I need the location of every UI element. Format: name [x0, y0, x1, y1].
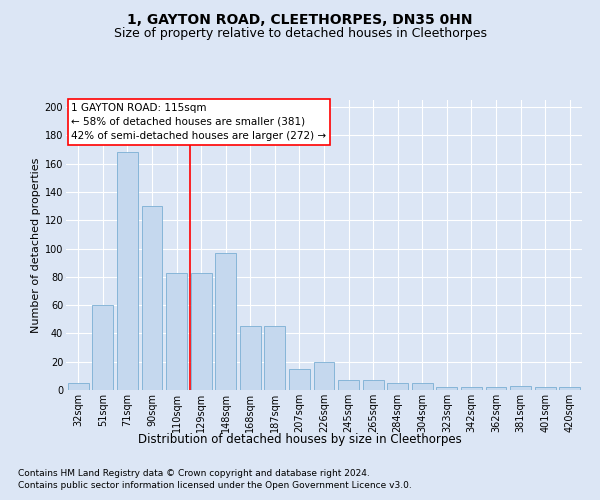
- Bar: [412, 383, 433, 390]
- Bar: [142, 206, 163, 390]
- Text: Size of property relative to detached houses in Cleethorpes: Size of property relative to detached ho…: [113, 28, 487, 40]
- Bar: [314, 362, 334, 390]
- Bar: [92, 305, 113, 390]
- Bar: [338, 380, 359, 390]
- Bar: [191, 272, 212, 390]
- Text: 1, GAYTON ROAD, CLEETHORPES, DN35 0HN: 1, GAYTON ROAD, CLEETHORPES, DN35 0HN: [127, 12, 473, 26]
- Y-axis label: Number of detached properties: Number of detached properties: [31, 158, 41, 332]
- Bar: [559, 387, 580, 390]
- Text: 1 GAYTON ROAD: 115sqm
← 58% of detached houses are smaller (381)
42% of semi-det: 1 GAYTON ROAD: 115sqm ← 58% of detached …: [71, 103, 326, 141]
- Bar: [535, 387, 556, 390]
- Bar: [436, 387, 457, 390]
- Text: Contains HM Land Registry data © Crown copyright and database right 2024.: Contains HM Land Registry data © Crown c…: [18, 469, 370, 478]
- Bar: [510, 386, 531, 390]
- Bar: [215, 253, 236, 390]
- Bar: [461, 387, 482, 390]
- Bar: [289, 369, 310, 390]
- Text: Contains public sector information licensed under the Open Government Licence v3: Contains public sector information licen…: [18, 481, 412, 490]
- Bar: [362, 380, 383, 390]
- Bar: [166, 272, 187, 390]
- Bar: [485, 387, 506, 390]
- Bar: [265, 326, 286, 390]
- Bar: [68, 383, 89, 390]
- Bar: [387, 383, 408, 390]
- Text: Distribution of detached houses by size in Cleethorpes: Distribution of detached houses by size …: [138, 432, 462, 446]
- Bar: [240, 326, 261, 390]
- Bar: [117, 152, 138, 390]
